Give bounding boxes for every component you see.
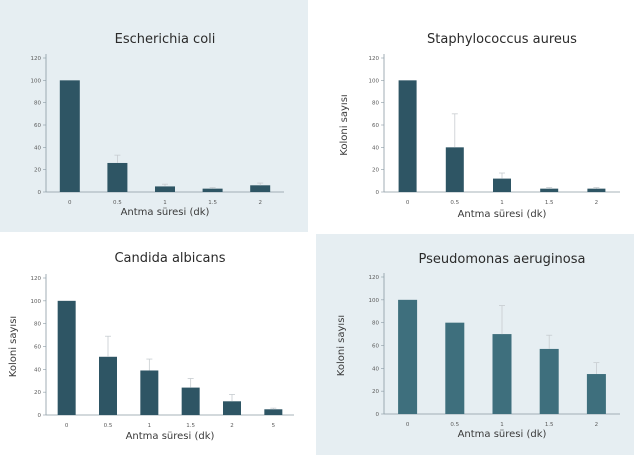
x-tick-label: 0.5	[113, 200, 122, 206]
bar-1	[155, 186, 175, 192]
x-tick-label: 1	[148, 423, 152, 429]
y-tick-label: 20	[34, 168, 41, 174]
y-tick-label: 0	[376, 190, 380, 196]
chart-svg: Escherichia coli 0 20 40 60 80 100 120 0 0.5 1 1.5 2…	[0, 0, 308, 232]
x-tick-label: 1	[500, 422, 504, 428]
x-axis-label: Antma süresi (dk)	[126, 431, 215, 442]
chart-panel-pseudomonas-aeruginosa: Pseudomonas aeruginosa 0 20 40 60 80 100 120 0 0.…	[316, 234, 634, 455]
bar-0	[57, 300, 76, 415]
y-tick-label: 60	[372, 344, 379, 350]
chart-panel-staphylococcus-aureus: Staphylococcus aureus 0 20 40 60 80 100 120 0 0.5…	[316, 0, 634, 232]
bar-2	[586, 374, 606, 414]
y-tick-label: 60	[34, 345, 41, 351]
chart-title: Staphylococcus aureus	[427, 32, 577, 47]
panel-background	[0, 0, 308, 232]
y-tick-label: 20	[372, 168, 379, 174]
y-tick-label: 100	[31, 299, 42, 305]
y-tick-label: 60	[372, 123, 379, 129]
chart-panel-candida-albicans: Candida albicans 0 20 40 60 80 100 120 0 0.5 1 1.5 2…	[0, 234, 312, 455]
chart-svg: Pseudomonas aeruginosa 0 20 40 60 80 100 120 0 0.…	[316, 234, 634, 455]
x-tick-label: 1	[163, 200, 167, 206]
y-tick-label: 100	[369, 298, 380, 304]
y-tick-label: 60	[34, 123, 41, 129]
chart-title: Escherichia coli	[115, 32, 216, 47]
x-tick-label: 1.5	[208, 200, 217, 206]
y-tick-label: 0	[38, 413, 42, 419]
bar-0-5	[445, 147, 464, 192]
y-tick-label: 80	[372, 321, 379, 327]
panel-background	[0, 234, 312, 455]
y-tick-label: 120	[31, 276, 42, 282]
x-axis-label: Antma süresi (dk)	[458, 209, 547, 220]
x-tick-label: 1.5	[545, 200, 554, 206]
y-axis-label: Koloni sayısı	[8, 316, 19, 377]
x-axis-label: Antma süresi (dk)	[121, 207, 210, 218]
x-tick-label: 2	[595, 200, 599, 206]
x-tick-label: 2	[595, 422, 599, 428]
y-tick-label: 20	[372, 389, 379, 395]
bar-1	[140, 370, 159, 415]
bar-0-5	[445, 322, 465, 414]
y-tick-label: 120	[369, 275, 380, 281]
y-tick-label: 0	[376, 412, 380, 418]
y-tick-label: 40	[372, 145, 379, 151]
bar-5	[264, 409, 283, 415]
y-tick-label: 20	[34, 390, 41, 396]
x-tick-label: 0.5	[450, 422, 459, 428]
y-tick-label: 40	[372, 366, 379, 372]
x-tick-label: 1.5	[545, 422, 554, 428]
x-tick-label: 1	[500, 200, 504, 206]
bar-0	[398, 299, 418, 414]
x-tick-label: 2	[230, 423, 234, 429]
y-tick-label: 100	[369, 78, 380, 84]
bar-0	[59, 80, 80, 192]
panel-background	[316, 0, 634, 232]
bar-1	[493, 178, 511, 192]
bar-0-5	[99, 356, 117, 415]
y-tick-label: 100	[31, 78, 42, 84]
x-tick-label: 5	[272, 423, 276, 429]
y-tick-label: 120	[369, 56, 380, 62]
y-axis-label: Koloni sayısı	[336, 315, 347, 376]
panel-background	[316, 234, 634, 455]
chart-title: Pseudomonas aeruginosa	[419, 252, 586, 267]
bar-2	[587, 188, 606, 192]
bar-2	[223, 401, 241, 415]
x-tick-label: 0	[65, 423, 69, 429]
chart-svg: Staphylococcus aureus 0 20 40 60 80 100 120 0 0.5…	[316, 0, 634, 232]
bar-0	[398, 80, 417, 192]
y-tick-label: 40	[34, 145, 41, 151]
y-tick-label: 0	[38, 190, 42, 196]
x-tick-label: 0	[406, 422, 410, 428]
y-tick-label: 80	[372, 101, 379, 107]
y-tick-label: 80	[34, 322, 41, 328]
bar-1-5	[181, 387, 200, 415]
x-tick-label: 0	[68, 200, 72, 206]
y-tick-label: 40	[34, 367, 41, 373]
x-tick-label: 1.5	[186, 423, 195, 429]
bar-1-5	[540, 188, 559, 192]
y-axis-label: Koloni sayısı	[339, 94, 350, 155]
y-tick-label: 80	[34, 101, 41, 107]
x-tick-label: 0	[406, 200, 410, 206]
bar-1	[492, 334, 512, 414]
bar-2	[250, 185, 271, 192]
x-tick-label: 2	[258, 200, 262, 206]
y-tick-label: 120	[31, 56, 42, 62]
x-tick-label: 0.5	[450, 200, 459, 206]
bar-1-5	[539, 348, 559, 414]
bar-0-5	[107, 162, 128, 192]
x-axis-label: Antma süresi (dk)	[458, 429, 547, 440]
x-tick-label: 0.5	[104, 423, 113, 429]
chart-panel-escherichia-coli: Escherichia coli 0 20 40 60 80 100 120 0 0.5 1 1.5 2…	[0, 0, 308, 232]
chart-svg: Candida albicans 0 20 40 60 80 100 120 0 0.5 1 1.5 2…	[0, 234, 312, 455]
bar-1-5	[202, 188, 223, 192]
chart-title: Candida albicans	[114, 251, 225, 266]
